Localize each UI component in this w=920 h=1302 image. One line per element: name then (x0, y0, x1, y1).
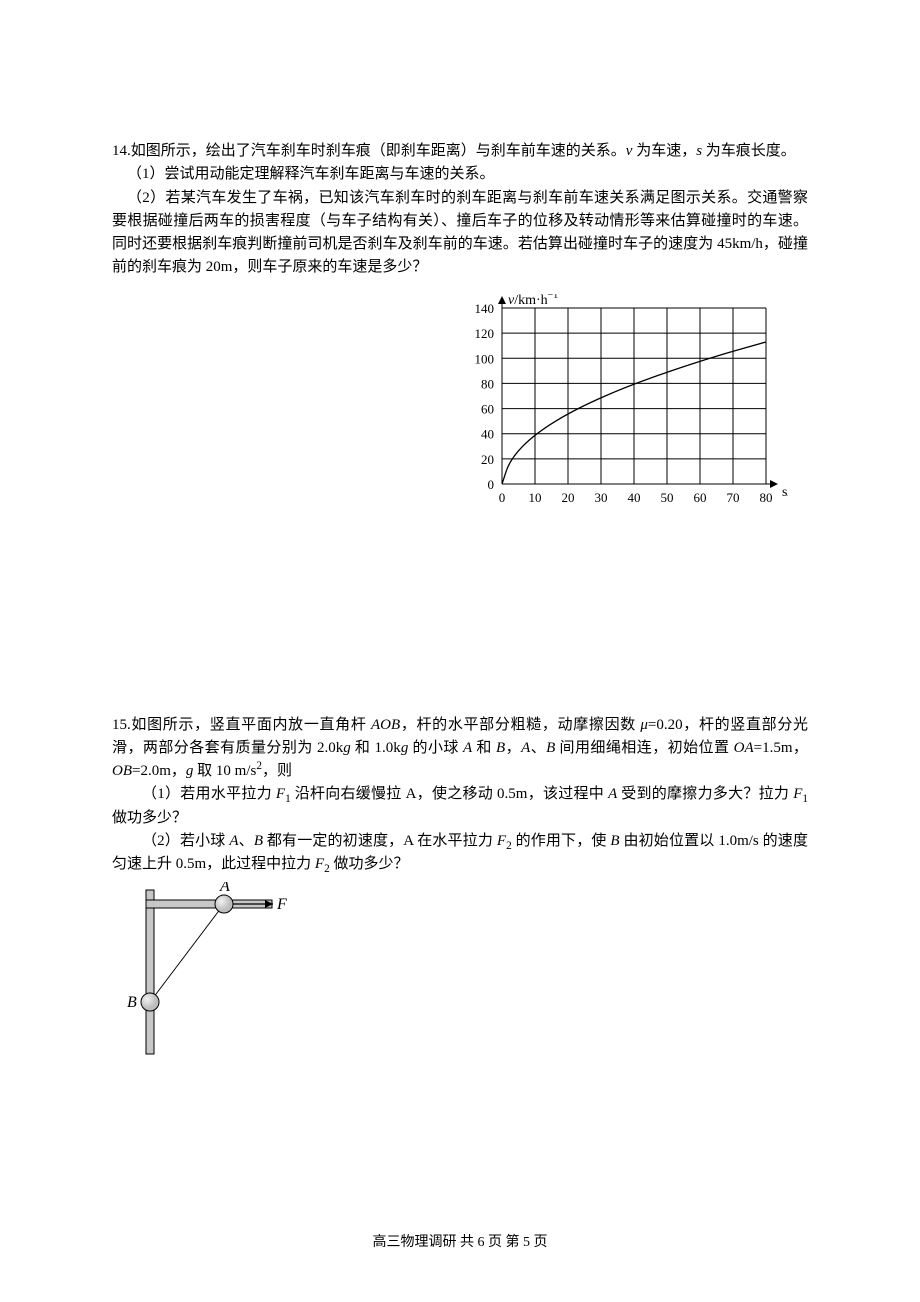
svg-text:70: 70 (727, 490, 740, 505)
page-footer: 高三物理调研 共 6 页 第 5 页 (0, 1232, 920, 1254)
footer-page: 5 (523, 1235, 530, 1250)
q15-diagram-wrap: A B F (120, 882, 808, 1070)
svg-text:A: A (219, 882, 230, 895)
q14-line-2: （2）若某汽车发生了车祸，已知该汽车刹车时的刹车距离与刹车前车速关系满足图示关系… (112, 187, 808, 280)
svg-text:F: F (276, 896, 287, 913)
svg-text:20: 20 (481, 451, 494, 466)
q14-line-0: 14.如图所示，绘出了汽车刹车时刹车痕（即刹车距离）与刹车前车速的关系。v 为车… (112, 140, 808, 163)
svg-text:20: 20 (562, 490, 575, 505)
footer-text-c: 页 (530, 1235, 548, 1250)
svg-text:0: 0 (499, 490, 506, 505)
footer-total: 6 (478, 1235, 485, 1250)
question-15: 15.如图所示，竖直平面内放一直角杆 AOB，杆的水平部分粗糙，动摩擦因数 μ=… (112, 714, 808, 1071)
q15-line-2: （2）若小球 A、B 都有一定的初速度，A 在水平拉力 F2 的作用下，使 B … (112, 830, 808, 877)
svg-text:s/m: s/m (782, 485, 788, 500)
q14-chart: 0 10 20 30 40 50 60 70 80 20 40 60 80 100 120 140 0 v/km·… (448, 294, 788, 524)
svg-text:60: 60 (694, 490, 707, 505)
q14-chart-wrap: 0 10 20 30 40 50 60 70 80 20 40 60 80 100 120 140 0 v/km·… (112, 294, 808, 524)
q15-diagram: A B F (120, 882, 290, 1062)
question-14: 14.如图所示，绘出了汽车刹车时刹车痕（即刹车距离）与刹车前车速的关系。v 为车… (112, 140, 808, 524)
svg-text:120: 120 (475, 326, 495, 341)
svg-text:100: 100 (475, 351, 495, 366)
svg-text:0: 0 (488, 477, 495, 492)
svg-text:40: 40 (481, 426, 494, 441)
svg-text:B: B (127, 994, 137, 1011)
svg-text:50: 50 (661, 490, 674, 505)
footer-text-a: 高三物理调研 共 (373, 1235, 478, 1250)
svg-text:80: 80 (481, 376, 494, 391)
svg-text:60: 60 (481, 401, 494, 416)
svg-text:80: 80 (760, 490, 773, 505)
svg-text:140: 140 (475, 301, 495, 316)
svg-text:v/km·h−1: v/km·h−1 (508, 294, 558, 308)
svg-text:30: 30 (595, 490, 608, 505)
svg-text:40: 40 (628, 490, 641, 505)
q15-line-0: 15.如图所示，竖直平面内放一直角杆 AOB，杆的水平部分粗糙，动摩擦因数 μ=… (112, 714, 808, 784)
footer-text-b: 页 第 (485, 1235, 524, 1250)
svg-text:10: 10 (529, 490, 542, 505)
q15-line-1: （1）若用水平拉力 F1 沿杆向右缓慢拉 A，使之移动 0.5m，该过程中 A … (112, 783, 808, 830)
q14-line-1: （1）尝试用动能定理解释汽车刹车距离与车速的关系。 (112, 163, 808, 186)
